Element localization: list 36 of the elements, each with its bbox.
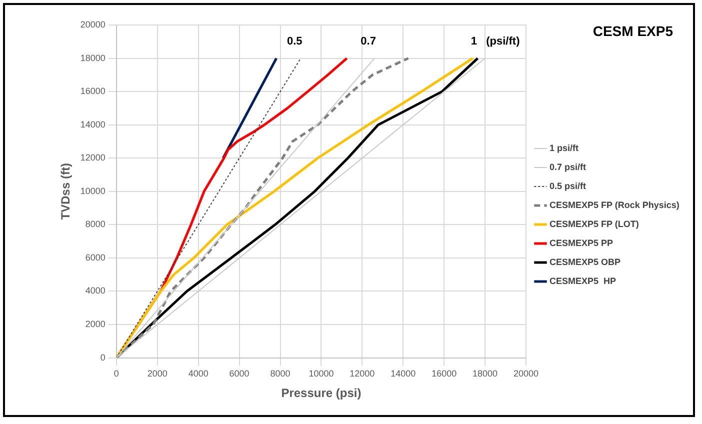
x-tick-label: 10000 xyxy=(308,368,334,379)
legend-label: 0.7 psi/ft xyxy=(550,162,586,172)
x-tick-label: 6000 xyxy=(229,368,250,379)
y-tick-label: 16000 xyxy=(80,86,106,96)
x-tick-label: 20000 xyxy=(513,368,539,379)
annotation: 1 (psi/ft) xyxy=(470,36,520,48)
y-tick-label: 4000 xyxy=(85,286,106,296)
annotation: 0.7 xyxy=(360,36,376,48)
text: CESM EXP5 xyxy=(592,23,673,39)
legend-label: 0.5 psi/ft xyxy=(550,180,586,191)
x-tick-label: 0 xyxy=(114,368,119,379)
x-tick-label: 8000 xyxy=(270,368,290,379)
legend-label: CESMEXP5 HP xyxy=(550,276,616,286)
x-tick-label: 2000 xyxy=(147,368,168,379)
y-tick-label: 2000 xyxy=(85,319,106,330)
y-tick-label: 0 xyxy=(100,352,106,362)
legend-label: CESMEXP5 OBP xyxy=(550,256,621,267)
y-axis-title: TVDss (ft) xyxy=(58,163,73,220)
legend-label: CESMEXP5 FP (LOT) xyxy=(550,218,639,229)
y-tick-label: 18000 xyxy=(80,52,106,63)
x-tick-label: 14000 xyxy=(390,368,416,379)
y-tick-label: 20000 xyxy=(80,19,106,30)
y-tick-label: 12000 xyxy=(80,152,106,163)
x-tick-label: 12000 xyxy=(350,368,375,379)
y-tick-label: 14000 xyxy=(80,119,106,130)
annotation: 0.5 xyxy=(286,36,302,48)
y-tick-label: 6000 xyxy=(85,252,106,262)
x-tick-label: 16000 xyxy=(432,368,457,379)
y-tick-label: 8000 xyxy=(85,219,106,230)
legend-label: CESMEXP5 FP (Rock Physics) xyxy=(550,200,680,210)
legend-label: CESMEXP5 PP xyxy=(550,238,614,248)
legend-label: 1 psi/ft xyxy=(550,142,579,153)
x-tick-label: 4000 xyxy=(188,368,208,379)
x-tick-label: 18000 xyxy=(472,368,498,379)
x-axis-title: Pressure (psi) xyxy=(281,386,362,400)
y-tick-label: 10000 xyxy=(80,186,106,196)
